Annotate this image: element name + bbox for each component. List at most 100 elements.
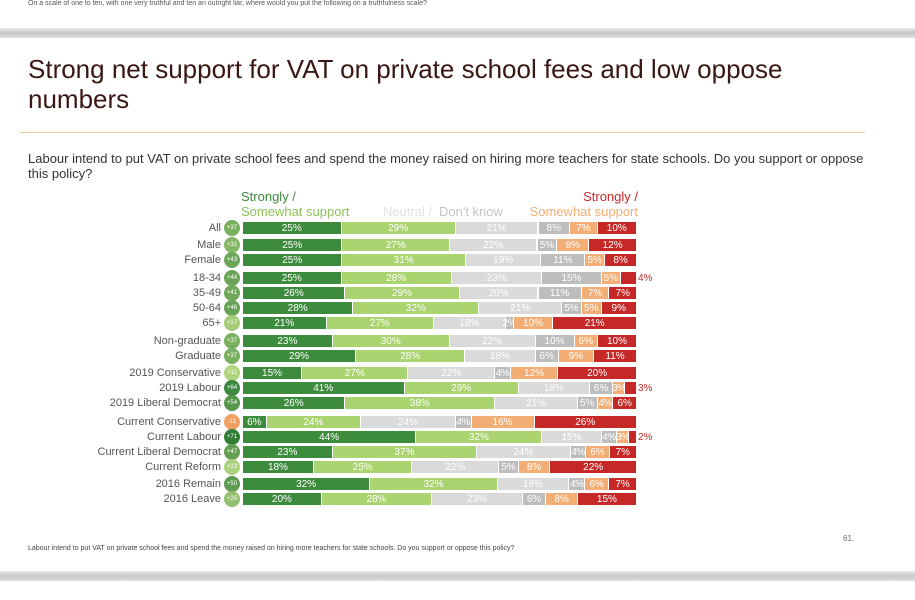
bar-segment-dont-know: 10%	[535, 335, 575, 347]
bar-segment-strongly-oppose: 11%	[594, 350, 637, 362]
bar-segment-neutral: 22%	[449, 335, 536, 347]
bar-segment-value: 4%	[570, 478, 584, 490]
slide-separator-bottom	[0, 571, 915, 581]
bar-segment-somewhat-oppose: 8%	[557, 239, 590, 251]
bar-segment-neutral: 21%	[455, 222, 539, 234]
row-label: 2019 Labour	[159, 382, 221, 394]
row-label: 2016 Leave	[163, 493, 222, 505]
bar-segment-somewhat-support: 29%	[345, 287, 460, 299]
bar-segment-value: 28%	[386, 272, 407, 284]
bar-segment-value: 20%	[587, 367, 608, 379]
net-score-badge: +31	[224, 237, 240, 253]
bar-segment-value: 8%	[554, 493, 569, 505]
bar-segment-value: 22%	[483, 239, 504, 251]
bar-segment-value: 2%	[502, 317, 517, 329]
bar-segment-somewhat-support: 25%	[313, 461, 413, 473]
bar-segment-value: 24%	[397, 416, 418, 428]
bar-segment-value: 3%	[612, 382, 626, 394]
bar-segment-value: 22%	[583, 461, 604, 473]
bar-segment-somewhat-support: 27%	[326, 317, 435, 329]
bar-segment-strongly-support: 44%	[243, 431, 417, 443]
bar-segment-neutral: 22%	[449, 239, 538, 251]
net-score-badge: +37	[224, 333, 240, 349]
bar-segment-strongly-support: 41%	[243, 382, 405, 394]
bar-segment-somewhat-support: 32%	[416, 431, 543, 443]
net-score-badge: +43	[224, 252, 240, 268]
legend-oppose-line1: Strongly /	[583, 189, 638, 204]
bar-segment-strongly-support: 25%	[243, 239, 343, 251]
bar-segment-value: 22%	[445, 461, 466, 473]
bar-segment-value: 12%	[602, 239, 623, 251]
bar-segment-somewhat-support: 28%	[341, 272, 452, 284]
bar-segment-dont-know: 6%	[589, 382, 614, 394]
bar-segment-value: 32%	[423, 478, 444, 490]
bar-segment-value: 6%	[590, 446, 605, 458]
bar-segment-value: 11%	[550, 287, 570, 299]
bar-segment-value: 8%	[565, 239, 581, 251]
bar-segment-value: 4%	[456, 416, 470, 428]
bar-segment-value: 23%	[277, 446, 298, 458]
bar-segment-value: 23%	[277, 335, 298, 347]
bar-segment-strongly-support: 6%	[243, 416, 267, 428]
legend-dont-know: Don't know	[439, 204, 503, 219]
bar-segment-value: 38%	[409, 397, 430, 409]
bar-segment-neutral: 18%	[518, 382, 590, 394]
bar-segment-value: 7%	[615, 478, 630, 490]
footer-question: Labour intend to put VAT on private scho…	[28, 545, 515, 552]
bar-segment-strongly-oppose: 7%	[609, 446, 637, 458]
row-label: Current Conservative	[117, 416, 221, 428]
bar-segment-strongly-oppose: 15%	[577, 493, 637, 505]
bar-segment-strongly-oppose: 9%	[601, 302, 637, 314]
bar-segment-strongly-oppose: 10%	[597, 335, 637, 347]
row-label: 18-34	[192, 272, 221, 284]
bar-segment-value: 37%	[394, 446, 415, 458]
bar-segment-neutral: 22%	[408, 367, 496, 379]
bar-segment-dont-know: 5%	[562, 302, 582, 314]
row-label: Non-graduate	[153, 335, 221, 347]
bar-segment-value: 23%	[486, 272, 507, 284]
bar-segment-value: 11%	[553, 254, 573, 266]
bar-segment-somewhat-oppose: 5%	[581, 302, 602, 314]
bar-segment-somewhat-oppose: 10%	[513, 317, 554, 329]
row-label: 65+	[202, 317, 221, 329]
bar-segment-somewhat-oppose: 16%	[471, 416, 535, 428]
bar-segment-value: 32%	[296, 478, 317, 490]
bar-segment-value: 26%	[575, 416, 596, 428]
bar-segment-value: 18%	[523, 478, 544, 490]
bar-segment-strongly-support: 23%	[243, 446, 333, 458]
bar-segment-value: 4%	[602, 431, 616, 443]
bar-segment-value: 6%	[526, 493, 542, 505]
bar-segment-value: 10%	[523, 317, 544, 329]
bar-segment-strongly-support: 23%	[243, 335, 333, 347]
slide-separator	[0, 28, 915, 38]
bar-segment-value: 2%	[637, 431, 653, 443]
bar-segment-strongly-oppose: 20%	[558, 367, 637, 379]
bar-segment-value: 4%	[598, 397, 612, 409]
bar-segment-somewhat-support: 30%	[332, 335, 450, 347]
bar-segment-value: 5%	[564, 302, 579, 314]
net-score-badge: +25	[224, 491, 240, 507]
previous-question: On a scale of one to ten, with one very …	[28, 0, 427, 7]
bar-segment-value: 6%	[247, 416, 262, 428]
bar-segment-dont-know: 8%	[538, 222, 571, 234]
legend-neutral: Neutral /	[383, 204, 433, 219]
bar-segment-neutral: 20%	[459, 287, 539, 299]
bar-segment-strongly-support: 21%	[243, 317, 327, 329]
row-label: Female	[184, 254, 221, 266]
bar-segment-value: 18%	[543, 382, 564, 394]
bar-segment-value: 7%	[576, 222, 591, 234]
bar-segment-somewhat-support: 32%	[353, 302, 480, 314]
bar-segment-neutral: 18%	[497, 478, 570, 490]
bar-segment-strongly-oppose: 26%	[534, 416, 637, 428]
row-label: 35-49	[192, 287, 221, 299]
row-label: 50-64	[192, 302, 221, 314]
bar-segment-value: 21%	[584, 317, 605, 329]
bar-segment-strongly-oppose: 8%	[605, 254, 637, 266]
bar-segment-somewhat-support: 32%	[370, 478, 498, 490]
net-score-badge: +54	[224, 395, 240, 411]
row-label: 2016 Remain	[155, 478, 221, 490]
bar-segment-somewhat-support: 38%	[345, 397, 496, 409]
bar-segment-strongly-oppose: 3%	[625, 382, 652, 394]
bar-segment-strongly-oppose: 12%	[589, 239, 637, 251]
bar-segment-value: 4%	[495, 367, 510, 379]
